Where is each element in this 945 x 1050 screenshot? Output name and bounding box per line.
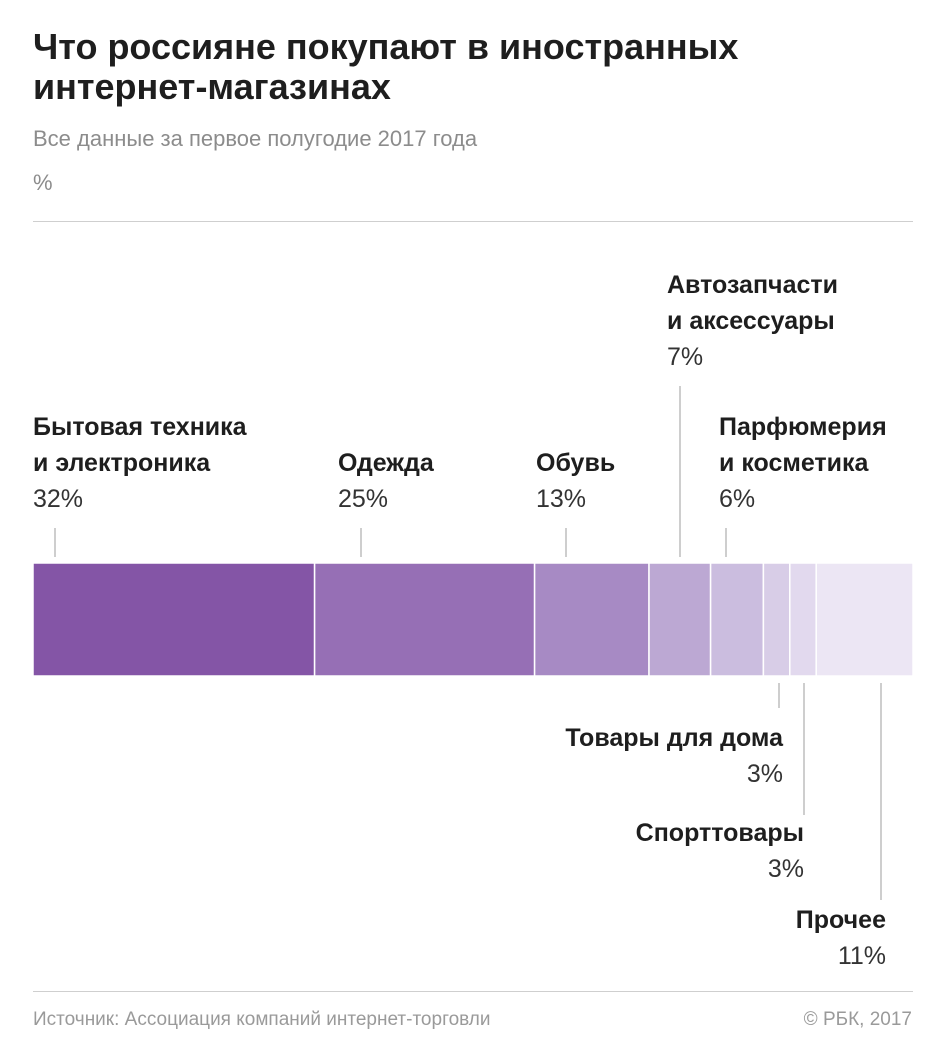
segment-label-3-line-1: Обувь [536, 449, 615, 477]
segment-value-6: 3% [747, 760, 783, 788]
chart-title: Что россияне покупают в иностранных инте… [33, 27, 913, 107]
bar-segment-5 [709, 562, 765, 677]
bar-segment-7 [789, 562, 817, 677]
segment-label-4-line-2: и аксессуары [667, 307, 835, 335]
segment-value-5: 6% [719, 485, 755, 513]
segment-label-5-line-1: Парфюмерия [719, 413, 887, 441]
bar-segment-4 [648, 562, 712, 677]
bottom-divider [33, 991, 913, 992]
segment-value-1: 32% [33, 485, 83, 513]
segment-label-4-line-1: Автозапчасти [667, 271, 838, 299]
bar-segment-1 [32, 562, 316, 677]
segment-label-7-line-1: Спорттовары [636, 819, 804, 847]
chart-title-line-1: Что россияне покупают в иностранных [33, 26, 739, 67]
copyright-note: © РБК, 2017 [803, 1009, 912, 1030]
bar-segment-3 [533, 562, 650, 677]
chart-subtitle: Все данные за первое полугодие 2017 года [33, 126, 478, 151]
segment-label-8-line-1: Прочее [796, 906, 886, 934]
segment-value-3: 13% [536, 485, 586, 513]
segment-label-1-line-1: Бытовая техника [33, 413, 248, 441]
segment-value-2: 25% [338, 485, 388, 513]
segment-value-7: 3% [768, 855, 804, 883]
stacked-bar-chart: Бытовая техника и электроника 32% Одежда 25%… [32, 271, 914, 970]
segment-label-6-line-1: Товары для дома [565, 724, 784, 752]
bar-segment-2 [313, 562, 536, 677]
segment-value-4: 7% [667, 343, 703, 371]
segment-label-2-line-1: Одежда [338, 449, 435, 477]
segment-label-1-line-2: и электроника [33, 449, 211, 477]
segment-value-8: 11% [838, 942, 886, 970]
source-note: Источник: Ассоциация компаний интернет-т… [33, 1009, 491, 1030]
segment-label-5-line-2: и косметика [719, 449, 870, 477]
top-divider [33, 221, 913, 222]
bar-segment-6 [762, 562, 791, 677]
chart-title-line-2: интернет-магазинах [33, 66, 391, 107]
bar-segment-8 [815, 562, 914, 677]
unit-label: % [33, 170, 53, 195]
